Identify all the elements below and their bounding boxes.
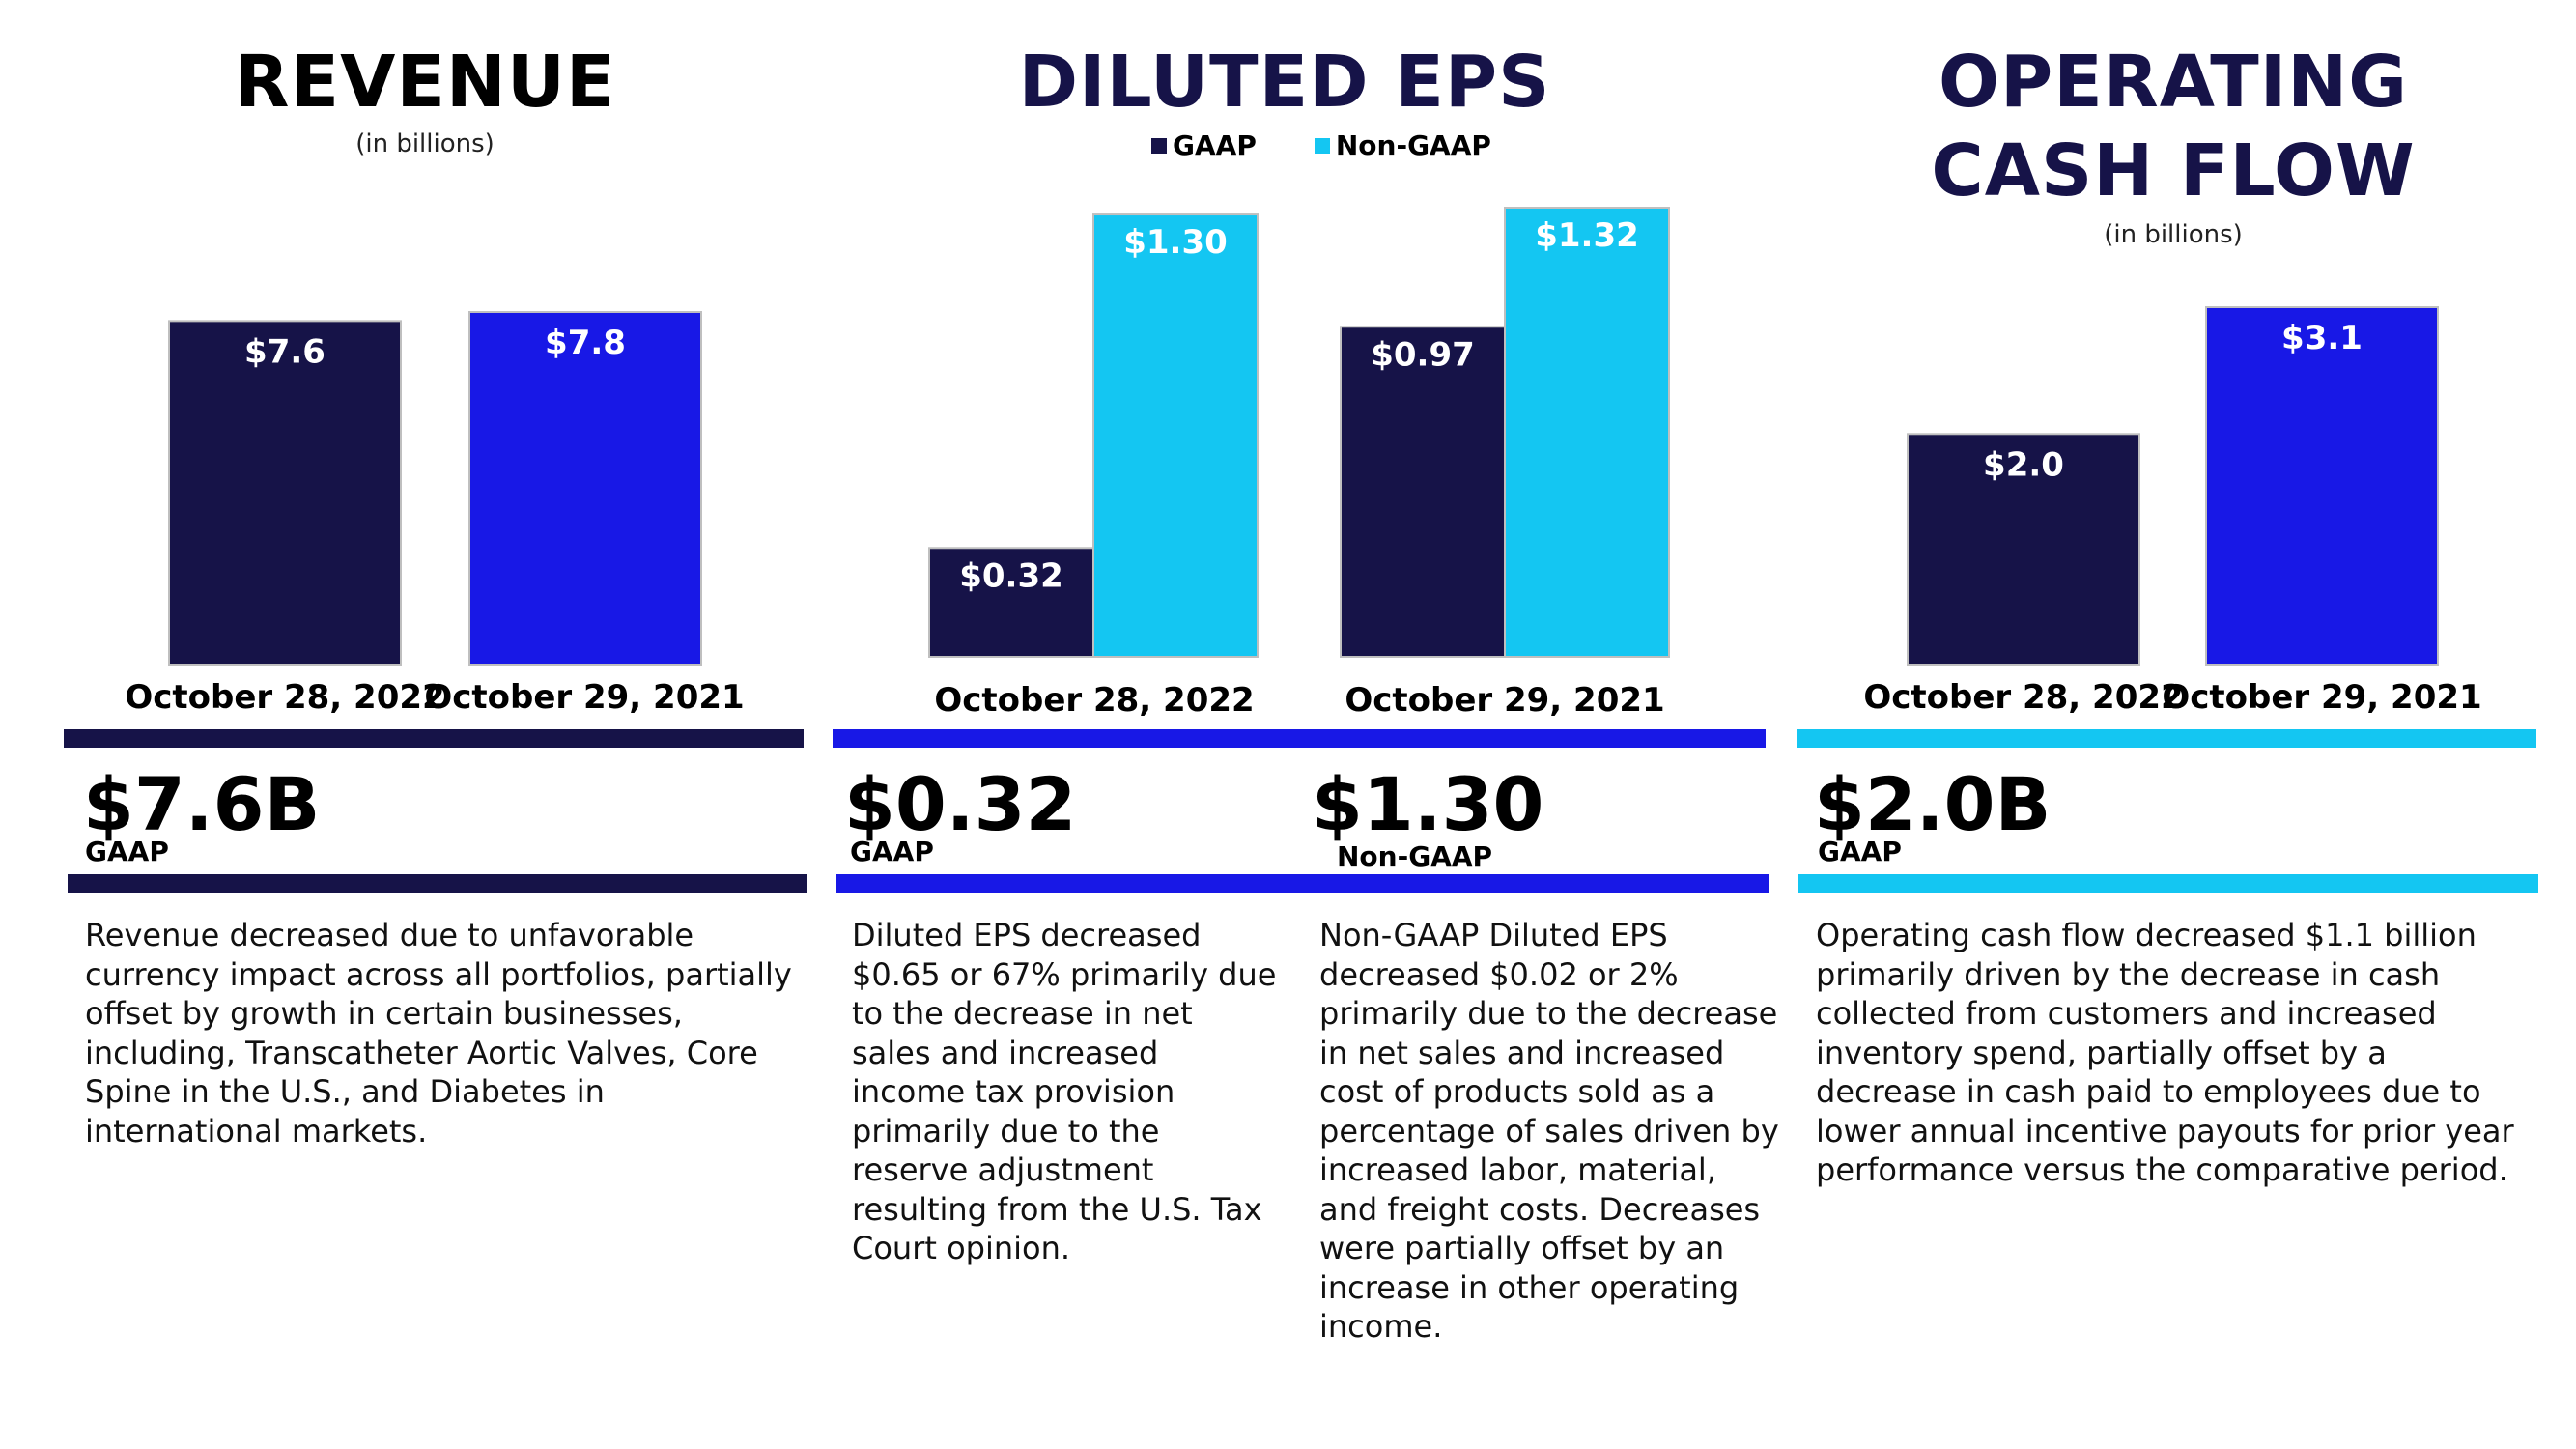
- eps-bar-gaap-2: [1340, 326, 1506, 658]
- revenue-bar-2: [468, 311, 702, 666]
- ocf-subtitle: (in billions): [2104, 220, 2243, 249]
- eps-bar-label-nongaap-1: $1.30: [1123, 223, 1228, 262]
- ocf-title-line1: OPERATING: [1939, 41, 2408, 124]
- eps-gaap-headline-tag: GAAP: [850, 836, 934, 867]
- revenue-subtitle: (in billions): [355, 129, 495, 158]
- legend-item-nongaap: Non-GAAP: [1314, 129, 1491, 161]
- revenue-headline: $7.6B: [83, 761, 321, 847]
- ocf-bar-label-1: $2.0: [1983, 445, 2064, 484]
- eps-category-label-2: October 29, 2021: [1345, 681, 1664, 720]
- ocf-description: Operating cash flow decreased $1.1 billi…: [1816, 917, 2514, 1188]
- ocf-bar-label-2: $3.1: [2281, 319, 2363, 357]
- eps-title: DILUTED EPS: [1018, 41, 1551, 124]
- eps-gaap-description: Diluted EPS decreased $0.65 or 67% prima…: [852, 917, 1277, 1266]
- eps-top-rule: [833, 729, 1766, 748]
- legend-swatch-gaap: [1151, 137, 1167, 154]
- eps-bottom-rule: [836, 874, 1769, 893]
- revenue-bar-label-2: $7.8: [545, 324, 626, 362]
- eps-legend: GAAP Non-GAAP: [1151, 129, 1549, 161]
- eps-bar-nongaap-2: [1504, 207, 1670, 658]
- legend-label-gaap: GAAP: [1173, 129, 1257, 161]
- ocf-bottom-rule: [1798, 874, 2538, 893]
- legend-swatch-nongaap: [1314, 137, 1330, 154]
- eps-bar-gaap-1: [928, 547, 1094, 658]
- legend-item-gaap: GAAP: [1151, 129, 1257, 161]
- ocf-bar-1: [1907, 433, 2140, 666]
- revenue-headline-tag: GAAP: [85, 836, 169, 867]
- ocf-category-label-2: October 29, 2021: [2162, 678, 2481, 717]
- eps-nongaap-description: Non-GAAP Diluted EPS decreased $0.02 or …: [1319, 917, 1779, 1345]
- ocf-headline-tag: GAAP: [1818, 836, 1902, 867]
- revenue-bar-1: [168, 320, 402, 666]
- eps-bar-label-gaap-2: $0.97: [1371, 335, 1475, 374]
- revenue-category-label-2: October 29, 2021: [424, 678, 744, 717]
- eps-nongaap-headline-tag: Non-GAAP: [1337, 840, 1493, 872]
- eps-nongaap-headline: $1.30: [1312, 761, 1544, 847]
- ocf-bar-2: [2205, 306, 2439, 666]
- ocf-top-rule: [1797, 729, 2536, 748]
- ocf-title-line2: CASH FLOW: [1931, 129, 2416, 213]
- eps-bar-label-gaap-1: $0.32: [959, 556, 1063, 595]
- revenue-bottom-rule: [68, 874, 807, 893]
- eps-category-label-1: October 28, 2022: [934, 681, 1254, 720]
- revenue-title: REVENUE: [234, 41, 616, 124]
- eps-bar-nongaap-1: [1092, 213, 1259, 659]
- revenue-top-rule: [64, 729, 804, 748]
- revenue-bar-label-1: $7.6: [244, 332, 326, 371]
- revenue-description: Revenue decreased due to unfavorable cur…: [85, 917, 792, 1150]
- eps-bar-label-nongaap-2: $1.32: [1535, 216, 1639, 255]
- legend-label-nongaap: Non-GAAP: [1335, 129, 1491, 161]
- ocf-headline: $2.0B: [1814, 761, 2052, 847]
- eps-gaap-headline: $0.32: [844, 761, 1077, 847]
- revenue-category-label-1: October 28, 2022: [125, 678, 444, 717]
- ocf-category-label-1: October 28, 2022: [1863, 678, 2183, 717]
